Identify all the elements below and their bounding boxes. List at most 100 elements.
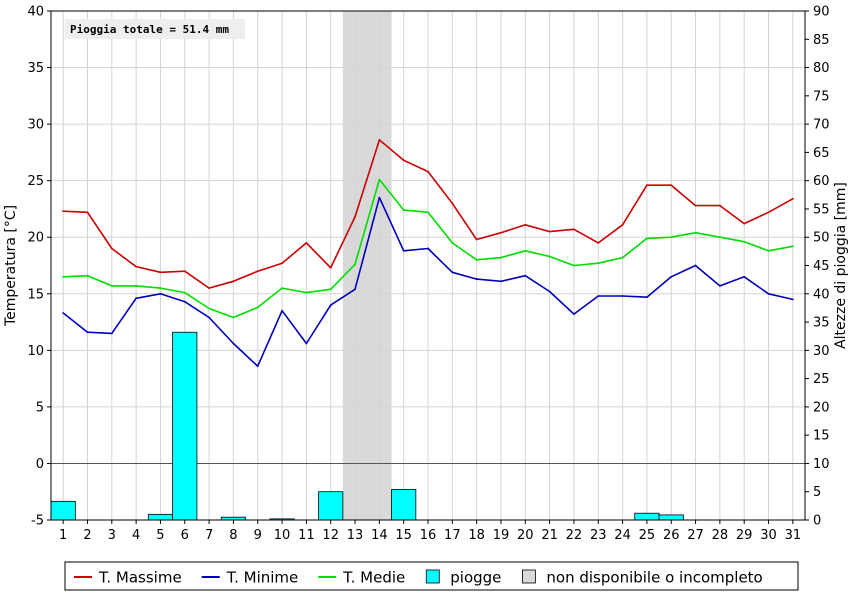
legend-swatch-box — [425, 569, 440, 584]
series-point — [524, 274, 527, 277]
right-tick-label: 25 — [813, 372, 830, 387]
x-tick-label: 10 — [274, 528, 291, 543]
x-tick-label: 23 — [590, 528, 607, 543]
right-tick-label: 45 — [813, 259, 830, 274]
series-point — [281, 309, 283, 312]
left-tick-label: 35 — [27, 61, 44, 76]
series-point — [183, 270, 186, 273]
x-tick-label: 8 — [229, 528, 237, 543]
left-tick-label: -5 — [31, 514, 44, 529]
right-tick-label: 40 — [813, 287, 830, 302]
series-point — [378, 178, 381, 181]
series-point — [475, 278, 478, 280]
x-tick-label: 2 — [83, 528, 91, 543]
series-point — [305, 241, 308, 244]
right-tick-label: 55 — [813, 202, 830, 217]
series-point — [767, 292, 770, 295]
right-tick-label: 10 — [813, 457, 830, 472]
series-point — [597, 295, 600, 297]
right-tick-label: 85 — [813, 33, 830, 48]
series-point — [694, 204, 697, 207]
left-tick-label: 40 — [27, 5, 44, 20]
x-tick-label: 28 — [712, 528, 729, 543]
series-point — [670, 184, 673, 187]
series-point — [427, 211, 429, 214]
series-point — [597, 262, 600, 265]
grid-group — [51, 10, 805, 521]
x-tick-label: 12 — [322, 528, 339, 543]
series-point — [621, 223, 624, 226]
series-point — [718, 204, 721, 207]
series-point — [573, 313, 575, 316]
x-tick-label: 14 — [371, 528, 388, 543]
left-tick-label: 0 — [36, 457, 44, 472]
x-tick-label: 26 — [663, 528, 680, 543]
right-tick-label: 60 — [813, 174, 830, 189]
series-point — [743, 222, 746, 225]
x-tick-label: 20 — [517, 528, 534, 543]
rain-bar — [318, 491, 344, 521]
x-tick-label: 6 — [181, 528, 189, 543]
series-point — [378, 139, 381, 141]
x-tick-label: 30 — [760, 528, 777, 543]
series-point — [670, 236, 673, 239]
series-point — [791, 245, 794, 248]
series-point — [354, 288, 356, 291]
legend-label: T. Massime — [98, 569, 182, 587]
legend-swatch-box — [522, 569, 536, 584]
legend-label: non disponibile o incompleto — [546, 569, 762, 587]
series-point — [110, 332, 113, 335]
series-point — [208, 287, 210, 290]
series-point — [159, 287, 162, 290]
x-tick-label: 25 — [639, 528, 656, 543]
unavailable-band-group — [342, 11, 392, 520]
series-point — [573, 228, 575, 231]
series-point — [718, 284, 721, 287]
right-tick-label: 75 — [813, 89, 830, 104]
unavailable-band — [342, 11, 392, 520]
left-tick-label: 20 — [27, 231, 44, 246]
x-tick-label: 13 — [347, 528, 364, 543]
series-point — [86, 274, 89, 277]
series-point — [646, 237, 648, 240]
x-tick-label: 9 — [254, 528, 262, 543]
annotation-group: Pioggia totale = 51.4 mm — [65, 19, 245, 39]
series-point — [110, 284, 113, 287]
series-point — [256, 270, 259, 273]
series-point — [670, 275, 673, 278]
series-point — [694, 231, 697, 234]
x-tick-label: 27 — [687, 528, 704, 543]
series-point — [597, 241, 600, 244]
right-tick-label: 5 — [813, 485, 821, 500]
series-point — [646, 184, 648, 187]
right-tick-label: 15 — [813, 429, 830, 444]
series-point — [135, 284, 138, 287]
series-point — [791, 197, 794, 200]
series-point — [767, 249, 770, 252]
series-point — [86, 211, 89, 214]
series-point — [451, 202, 454, 205]
series-point — [427, 247, 429, 250]
x-tick-label: 31 — [785, 528, 802, 543]
series-point — [329, 288, 332, 291]
series-point — [621, 295, 624, 297]
series-point — [718, 236, 721, 239]
series-point — [548, 290, 551, 293]
series-point — [232, 342, 235, 345]
right-tick-label: 90 — [813, 5, 830, 20]
series-point — [62, 312, 65, 314]
series-point — [86, 331, 89, 334]
legend: T. Massime T. Minime T. Medie piogge non dis… — [64, 561, 799, 591]
series-point — [159, 271, 162, 274]
series-point — [208, 307, 210, 310]
series-point — [573, 264, 575, 267]
series-point — [329, 304, 332, 306]
x-tick-label: 21 — [541, 528, 558, 543]
series-point — [62, 210, 65, 213]
series-point — [329, 266, 332, 269]
series-point — [110, 247, 113, 250]
x-tick-label: 18 — [468, 528, 485, 543]
series-point — [256, 306, 259, 309]
series-point — [159, 292, 162, 295]
